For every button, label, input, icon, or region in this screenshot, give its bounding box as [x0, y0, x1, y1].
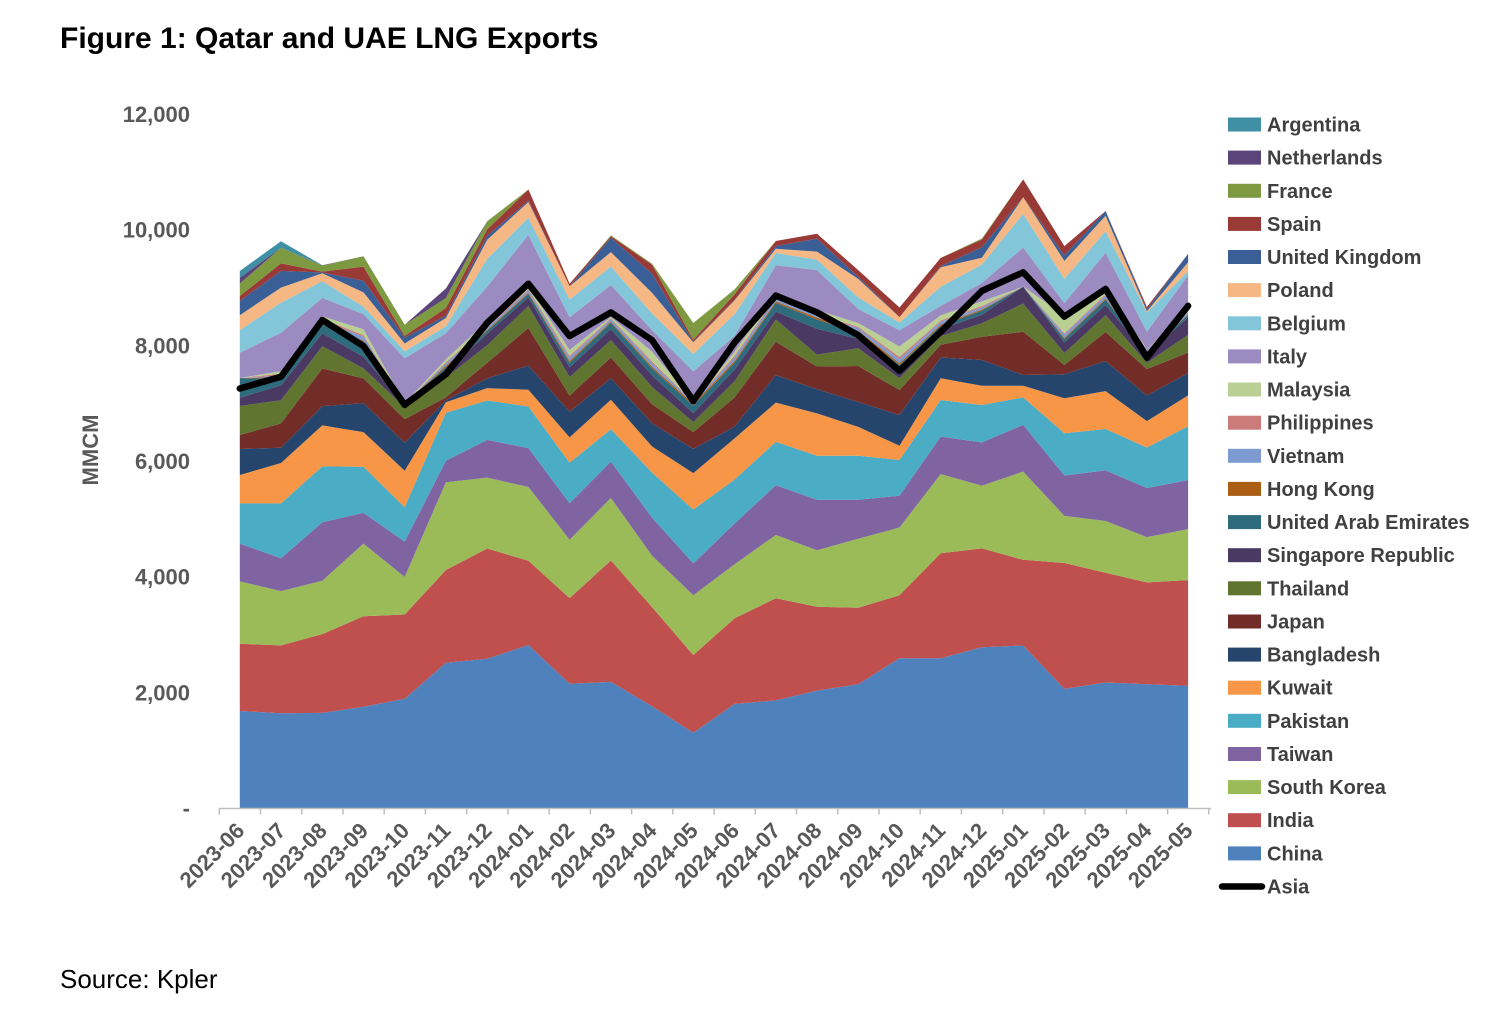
svg-text:United Arab Emirates: United Arab Emirates: [1267, 512, 1470, 534]
svg-text:Thailand: Thailand: [1267, 578, 1349, 600]
svg-text:6,000: 6,000: [135, 449, 190, 474]
svg-text:Hong Kong: Hong Kong: [1267, 479, 1375, 501]
svg-text:Japan: Japan: [1267, 612, 1325, 634]
svg-text:Argentina: Argentina: [1267, 115, 1361, 137]
svg-text:-: -: [183, 796, 190, 821]
svg-text:10,000: 10,000: [123, 218, 190, 243]
svg-text:Philippines: Philippines: [1267, 413, 1374, 435]
svg-text:Singapore Republic: Singapore Republic: [1267, 545, 1455, 567]
svg-text:Malaysia: Malaysia: [1267, 380, 1351, 402]
svg-text:Italy: Italy: [1267, 346, 1308, 368]
svg-text:France: France: [1267, 181, 1333, 203]
svg-text:South Korea: South Korea: [1267, 777, 1387, 799]
svg-text:Bangladesh: Bangladesh: [1267, 645, 1380, 667]
svg-text:United Kingdom: United Kingdom: [1267, 247, 1421, 269]
svg-text:Vietnam: Vietnam: [1267, 446, 1344, 468]
svg-text:Taiwan: Taiwan: [1267, 744, 1333, 766]
svg-text:2,000: 2,000: [135, 680, 190, 705]
svg-text:Spain: Spain: [1267, 214, 1321, 236]
svg-text:Asia: Asia: [1267, 877, 1310, 899]
svg-text:4,000: 4,000: [135, 565, 190, 590]
svg-text:Belgium: Belgium: [1267, 313, 1346, 335]
svg-text:China: China: [1267, 843, 1323, 865]
svg-text:Pakistan: Pakistan: [1267, 711, 1349, 733]
svg-text:India: India: [1267, 810, 1315, 832]
svg-text:8,000: 8,000: [135, 333, 190, 358]
svg-text:Netherlands: Netherlands: [1267, 148, 1383, 170]
svg-text:12,000: 12,000: [123, 102, 190, 127]
svg-text:Kuwait: Kuwait: [1267, 678, 1333, 700]
svg-text:Poland: Poland: [1267, 280, 1334, 302]
svg-text:MMCM: MMCM: [78, 415, 103, 486]
